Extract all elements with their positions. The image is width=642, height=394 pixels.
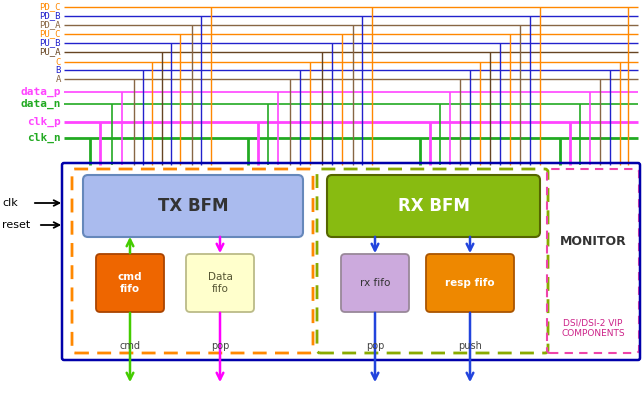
Text: clk_p: clk_p [27, 117, 61, 127]
Text: PU_A: PU_A [40, 48, 61, 56]
Text: PD_B: PD_B [40, 11, 61, 20]
Text: PU_C: PU_C [40, 30, 61, 39]
Text: Data
fifo: Data fifo [207, 272, 232, 294]
FancyBboxPatch shape [426, 254, 514, 312]
Text: MONITOR: MONITOR [560, 234, 627, 247]
Text: DSI/DSI-2 VIP
COMPONENTS: DSI/DSI-2 VIP COMPONENTS [561, 318, 625, 338]
Text: PD_A: PD_A [40, 20, 61, 30]
Text: reset: reset [2, 220, 30, 230]
Text: PU_B: PU_B [40, 39, 61, 48]
FancyBboxPatch shape [327, 175, 540, 237]
Text: clk_n: clk_n [27, 133, 61, 143]
FancyBboxPatch shape [96, 254, 164, 312]
Text: pop: pop [366, 341, 384, 351]
Text: RX BFM: RX BFM [397, 197, 469, 215]
Text: rx fifo: rx fifo [360, 278, 390, 288]
FancyBboxPatch shape [186, 254, 254, 312]
Text: data_p: data_p [21, 87, 61, 97]
Text: data_n: data_n [21, 99, 61, 109]
Text: TX BFM: TX BFM [158, 197, 229, 215]
Text: cmd: cmd [119, 341, 141, 351]
Text: A: A [56, 74, 61, 84]
Text: cmd
fifo: cmd fifo [117, 272, 143, 294]
Text: clk: clk [2, 198, 18, 208]
FancyBboxPatch shape [341, 254, 409, 312]
Text: B: B [56, 65, 61, 74]
Text: C: C [56, 58, 61, 67]
Text: resp fifo: resp fifo [445, 278, 495, 288]
Text: push: push [458, 341, 482, 351]
Text: PD_C: PD_C [40, 2, 61, 11]
FancyBboxPatch shape [83, 175, 303, 237]
Text: pop: pop [211, 341, 229, 351]
